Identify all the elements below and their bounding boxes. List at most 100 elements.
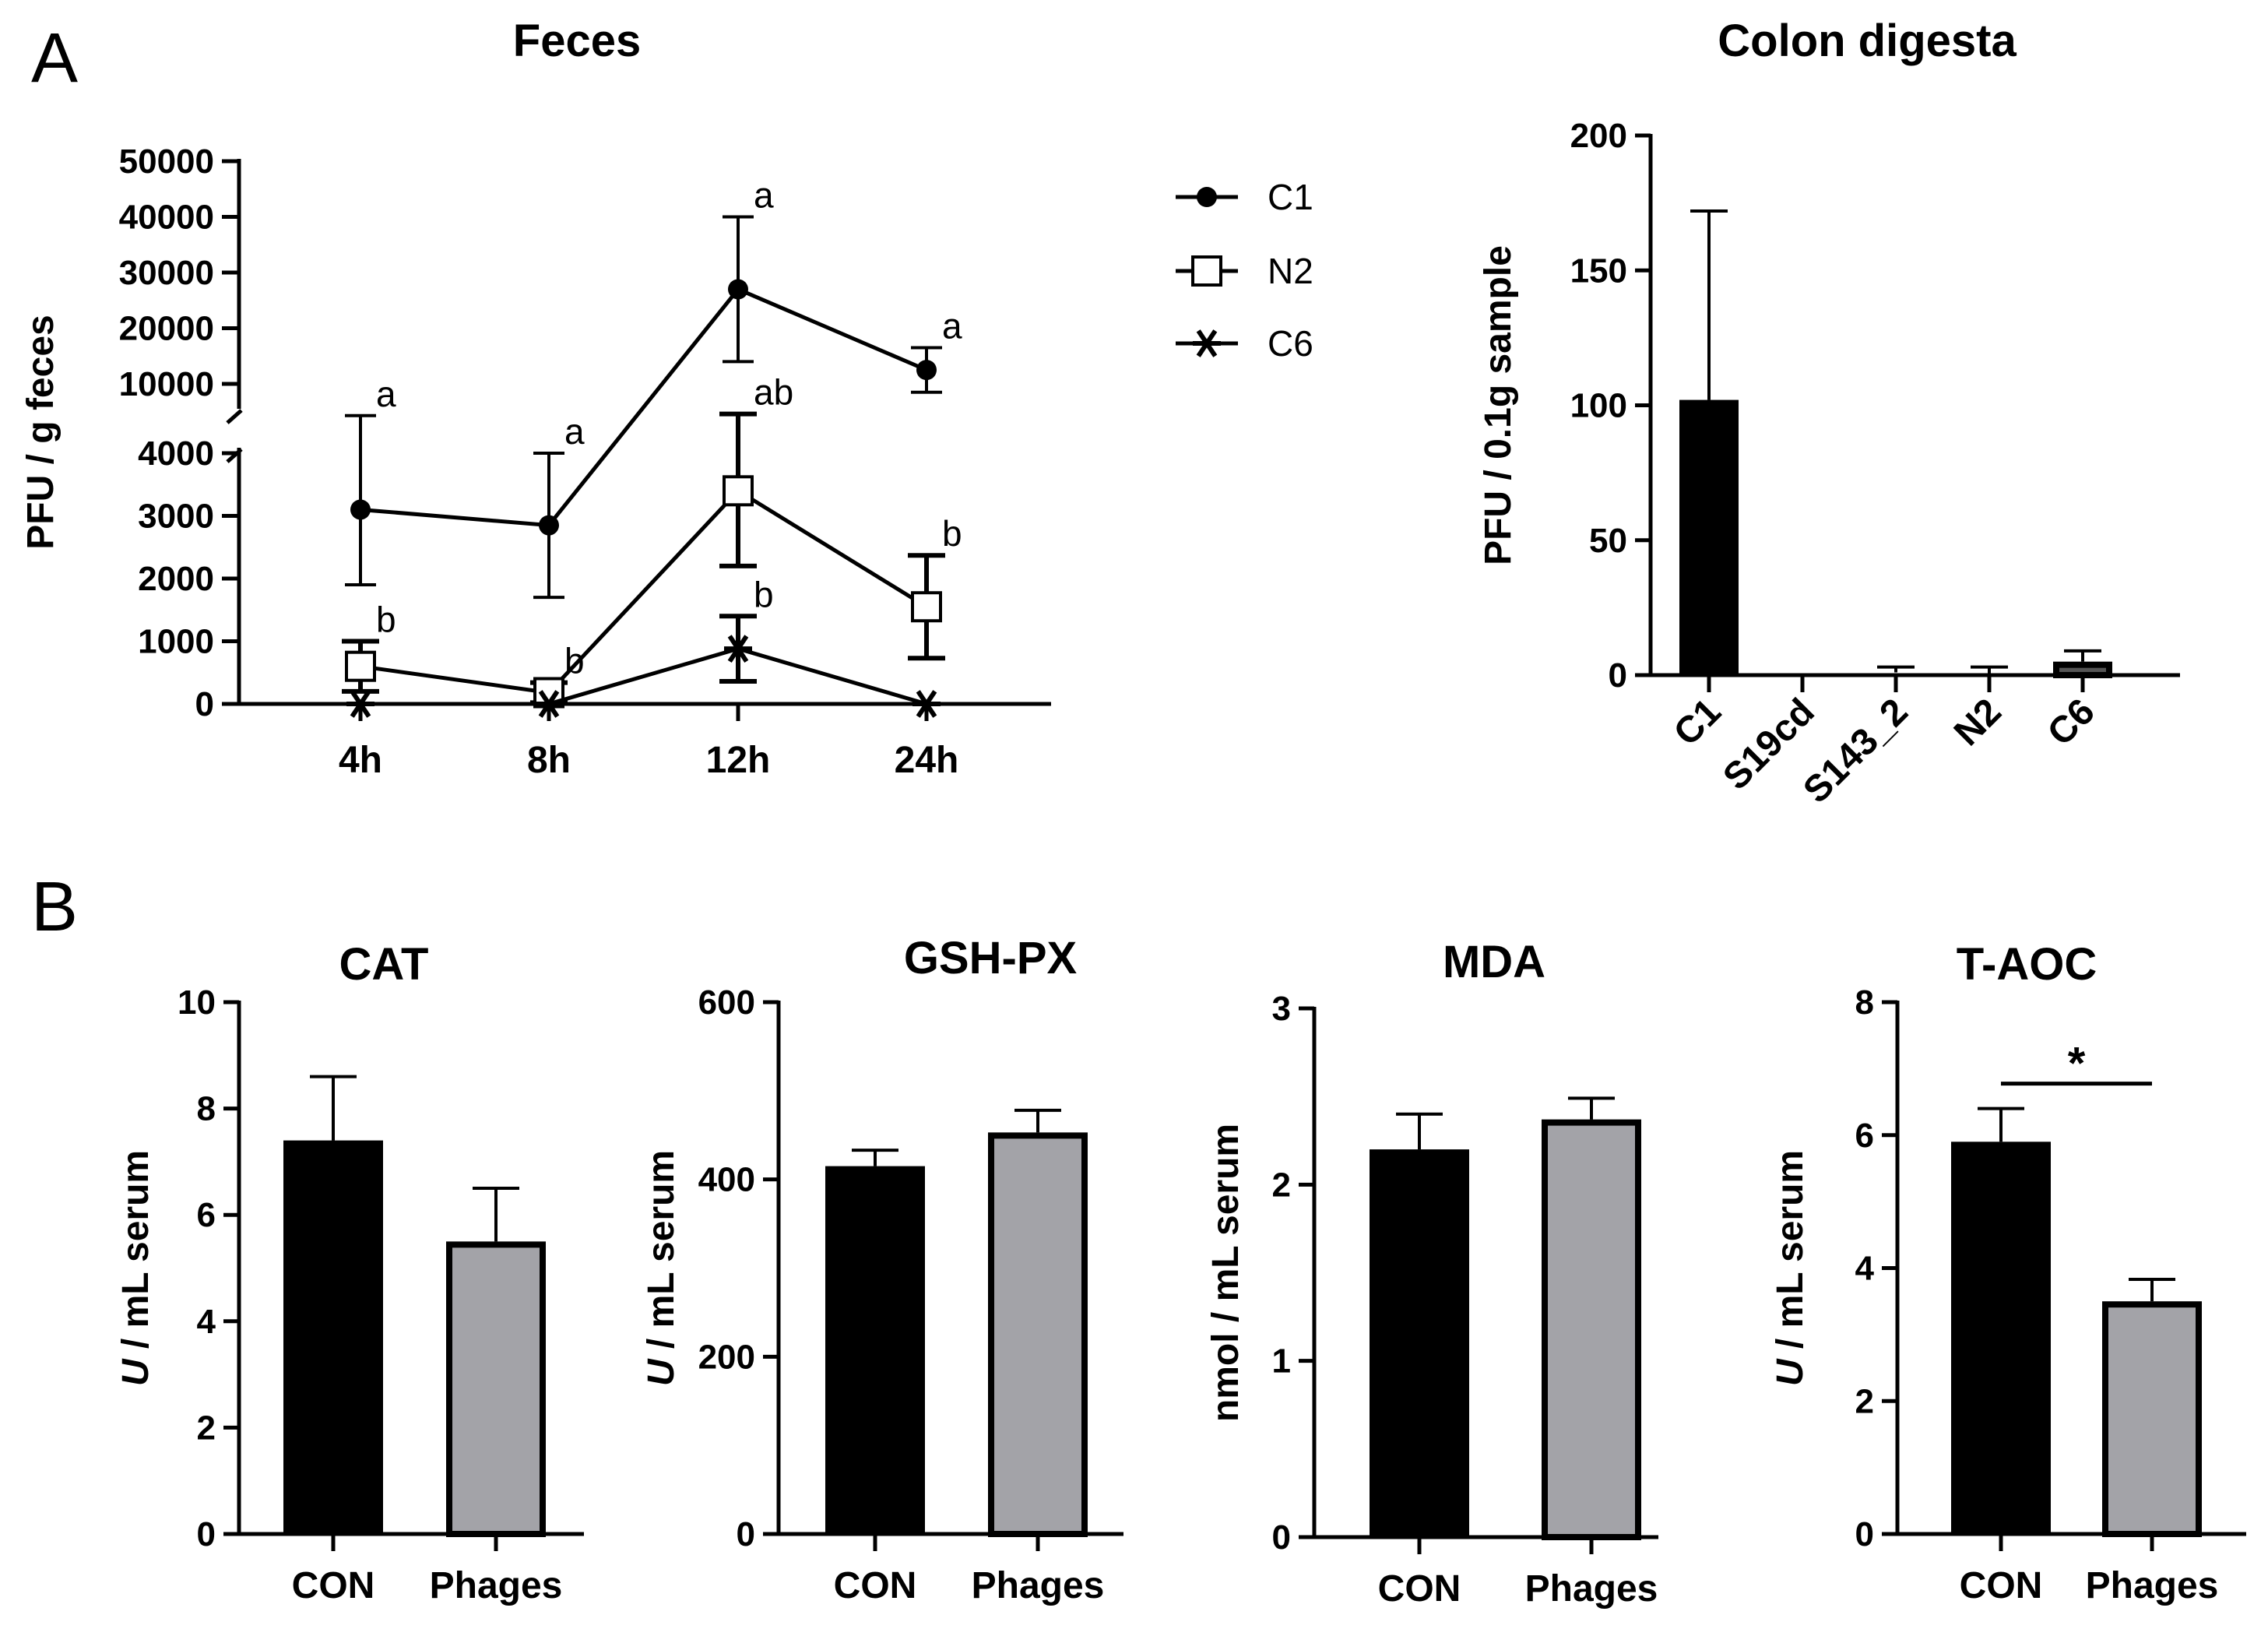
gshpx-y-tick-label: 600 — [698, 983, 755, 1022]
feces-point-marker-stroke — [350, 690, 371, 718]
feces-y-tick-label: 0 — [195, 685, 214, 723]
gshpx-bar-con — [825, 1166, 925, 1534]
mda-bar-phages — [1542, 1119, 1641, 1540]
feces-point-marker — [912, 690, 941, 718]
feces-point-marker-stroke — [916, 690, 937, 718]
t-aoc-chart: T-AOC U / mL serum 0 2 4 6 8 CON Phages * — [1770, 939, 2246, 1606]
feces-legend: C1 N2 C6 — [1176, 177, 1313, 364]
legend-marker-c6 — [1193, 329, 1221, 357]
mda-x-tick-label: Phages — [1525, 1568, 1658, 1610]
feces-significance-letter: a — [942, 306, 962, 347]
cat-bar-phages — [446, 1241, 546, 1537]
cat-y-tick-label: 2 — [197, 1409, 216, 1447]
feces-y-tick-label: 20000 — [119, 310, 214, 348]
gshpx-y-tick-label: 400 — [698, 1161, 755, 1199]
feces-y-tick-label: 10000 — [119, 365, 214, 403]
feces-axis-break-mark-top — [226, 409, 243, 424]
mda-chart: MDA nmol / mL serum 0 1 2 3 CON Phages — [1205, 937, 1658, 1610]
feces-y-tick-label: 40000 — [119, 199, 214, 237]
mda-y-axis-label-text: nmol / mL serum — [1205, 1124, 1247, 1422]
taoc-y-tick-label: 4 — [1855, 1250, 1875, 1288]
feces-point-marker — [535, 690, 563, 718]
feces-y-axis-label: PFU / g feces — [20, 315, 62, 549]
taoc-bar-con — [1951, 1142, 2051, 1534]
colon-x-tick-label: C6 — [2040, 691, 2103, 754]
cat-title: CAT — [339, 939, 429, 990]
feces-point-marker — [350, 499, 371, 520]
feces-y-tick-label: 4000 — [138, 435, 214, 473]
feces-point-marker — [723, 475, 754, 507]
feces-significance-letter: ab — [754, 372, 793, 413]
gshpx-bar-phages — [988, 1132, 1088, 1537]
mda-y-tick-label: 1 — [1272, 1342, 1291, 1381]
colon-y-tick-label: 0 — [1609, 656, 1627, 695]
feces-point-marker — [345, 650, 376, 682]
colon-bar-c1 — [1679, 399, 1739, 675]
feces-y-tick-label: 3000 — [138, 498, 214, 536]
cat-chart: CAT U / mL serum 0 2 4 6 8 10 CON Phages — [115, 939, 584, 1606]
taoc-y-tick-label: 0 — [1855, 1515, 1874, 1553]
feces-chart: Feces PFU / g feces 0 1000 2000 3000 4000 10000… — [20, 16, 1313, 781]
feces-significance-letter: a — [754, 175, 774, 216]
gshpx-x-tick-label: CON — [834, 1565, 917, 1606]
colon-y-tick-label: 50 — [1589, 522, 1627, 560]
legend-label-c6: C6 — [1268, 323, 1313, 364]
cat-y-tick-label: 4 — [197, 1303, 216, 1341]
feces-significance-letter: b — [564, 641, 585, 681]
feces-point-marker — [346, 690, 374, 718]
mda-x-tick-label: CON — [1378, 1568, 1461, 1610]
feces-x-tick-label: 12h — [706, 740, 771, 781]
colon-x-tick-label: S143_2 — [1795, 691, 1916, 811]
feces-title: Feces — [513, 16, 641, 66]
feces-significance-letter: b — [376, 600, 396, 640]
taoc-y-axis-label-italic: U — [1770, 1358, 1811, 1386]
cat-y-axis-label: U / mL serum — [115, 1150, 156, 1386]
gshpx-y-tick-label: 0 — [737, 1515, 755, 1553]
taoc-x-tick-label: Phages — [2086, 1565, 2219, 1606]
gshpx-x-tick-label: Phages — [972, 1565, 1105, 1606]
legend-marker-c6-stroke — [1196, 329, 1218, 357]
cat-y-tick-label: 0 — [197, 1515, 216, 1553]
legend-label-c1: C1 — [1268, 177, 1313, 217]
taoc-y-axis-label-text: / mL serum — [1770, 1150, 1811, 1360]
feces-y-tick-label: 50000 — [119, 142, 214, 181]
taoc-significance-star: * — [2068, 1039, 2086, 1089]
feces-point-marker — [728, 279, 748, 300]
cat-y-axis-label-italic: U — [115, 1358, 156, 1386]
feces-point-marker — [724, 635, 752, 663]
feces-series-c6: b — [346, 574, 941, 718]
gshpx-y-tick-label: 200 — [698, 1338, 755, 1376]
feces-point-marker-stroke — [538, 690, 560, 718]
feces-x-tick-label: 8h — [527, 740, 571, 781]
feces-significance-letter: b — [942, 513, 962, 554]
feces-y-tick-label: 2000 — [138, 560, 214, 598]
panel-letter-a: A — [31, 19, 78, 97]
taoc-y-axis-label: U / mL serum — [1770, 1150, 1811, 1386]
gshpx-y-axis-label-italic: U — [641, 1358, 682, 1386]
feces-series-line — [360, 646, 927, 706]
feces-significance-letter: a — [564, 411, 585, 452]
gsh-px-chart: GSH-PX U / mL serum 0 200 400 600 CON Phages — [641, 933, 1123, 1606]
feces-x-tick-label: 4h — [339, 740, 382, 781]
colon-y-tick-label: 100 — [1570, 387, 1627, 425]
colon-bar-c6 — [2053, 661, 2112, 678]
feces-point-marker-stroke — [727, 635, 749, 663]
feces-significance-letter: a — [376, 374, 396, 414]
colon-x-tick-label: C1 — [1666, 691, 1729, 754]
gshpx-title: GSH-PX — [904, 933, 1078, 983]
legend-label-n2: N2 — [1268, 251, 1313, 291]
feces-series-line — [360, 488, 928, 695]
mda-bar-con — [1370, 1149, 1469, 1537]
gshpx-y-axis-label: U / mL serum — [641, 1150, 682, 1386]
taoc-y-tick-label: 6 — [1855, 1117, 1874, 1155]
feces-point-marker — [539, 515, 559, 536]
mda-title: MDA — [1443, 937, 1545, 987]
feces-series-line — [360, 287, 927, 528]
mda-y-tick-label: 3 — [1272, 990, 1291, 1028]
mda-y-tick-label: 2 — [1272, 1166, 1291, 1204]
feces-y-tick-label: 30000 — [119, 254, 214, 292]
taoc-y-tick-label: 8 — [1855, 983, 1874, 1022]
colon-y-tick-label: 150 — [1570, 252, 1627, 290]
feces-point-marker — [911, 591, 942, 623]
feces-x-tick-label: 24h — [895, 740, 959, 781]
